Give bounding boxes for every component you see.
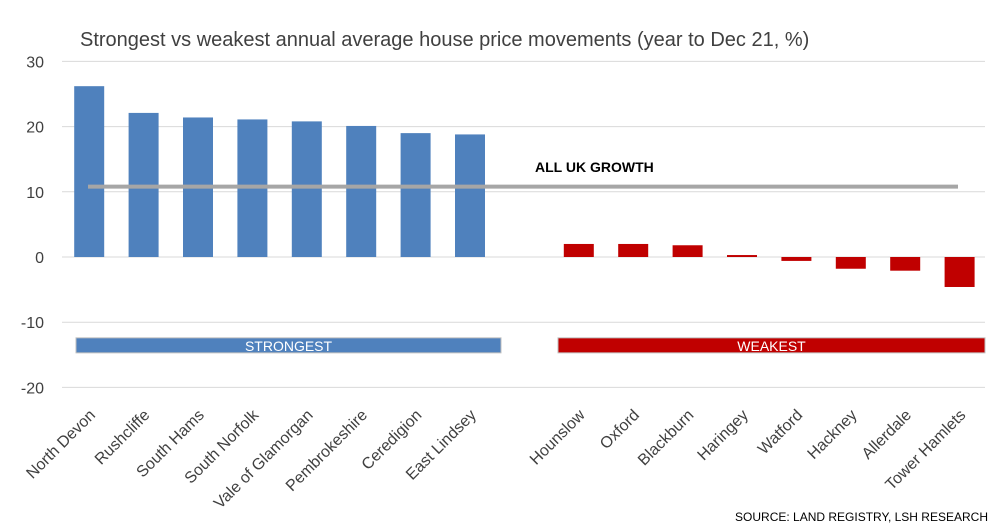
bar bbox=[890, 257, 921, 271]
group-band-label: STRONGEST bbox=[245, 338, 333, 354]
y-tick-label: 30 bbox=[26, 54, 44, 71]
bar bbox=[346, 125, 377, 257]
bar bbox=[74, 86, 105, 258]
bar bbox=[455, 134, 485, 257]
y-tick-label: 0 bbox=[35, 250, 44, 267]
x-tick-label: Watford bbox=[755, 407, 806, 458]
bar bbox=[563, 243, 594, 257]
x-tick-label: North Devon bbox=[23, 407, 99, 483]
gridlines bbox=[62, 60, 985, 388]
x-tick-label: Blackburn bbox=[635, 407, 697, 469]
x-tick-label: Oxford bbox=[597, 407, 643, 453]
x-tick-label: Vale of Glamorgan bbox=[211, 407, 317, 513]
x-tick-label: Hounslow bbox=[527, 406, 589, 468]
reference-line-group: ALL UK GROWTH bbox=[88, 159, 958, 189]
bar bbox=[727, 255, 757, 257]
group-band-strongest bbox=[75, 337, 502, 354]
bar bbox=[400, 133, 431, 257]
bar bbox=[618, 243, 649, 257]
source-note: SOURCE: LAND REGISTRY, LSH RESEARCH bbox=[735, 510, 988, 524]
x-tick-label: Haringey bbox=[695, 407, 752, 464]
bar bbox=[672, 245, 703, 257]
x-tick-label: Allerdale bbox=[859, 407, 915, 463]
y-axis: 30 20 10 0 -10 -20 bbox=[21, 54, 44, 397]
reference-line-label: ALL UK GROWTH bbox=[535, 159, 654, 175]
bar bbox=[944, 257, 975, 287]
x-tick-label: Hackney bbox=[805, 407, 861, 463]
y-tick-label: 10 bbox=[26, 185, 44, 202]
bar bbox=[835, 257, 866, 269]
chart-title: Strongest vs weakest annual average hous… bbox=[80, 29, 809, 51]
y-tick-label: -20 bbox=[21, 380, 44, 397]
group-band-label: WEAKEST bbox=[737, 338, 806, 354]
group-bands: STRONGEST WEAKEST bbox=[75, 337, 986, 354]
bar bbox=[291, 121, 322, 257]
y-tick-label: 20 bbox=[26, 120, 44, 137]
group-band-weakest bbox=[557, 337, 986, 354]
bar bbox=[781, 257, 812, 261]
y-tick-label: -10 bbox=[21, 315, 44, 332]
